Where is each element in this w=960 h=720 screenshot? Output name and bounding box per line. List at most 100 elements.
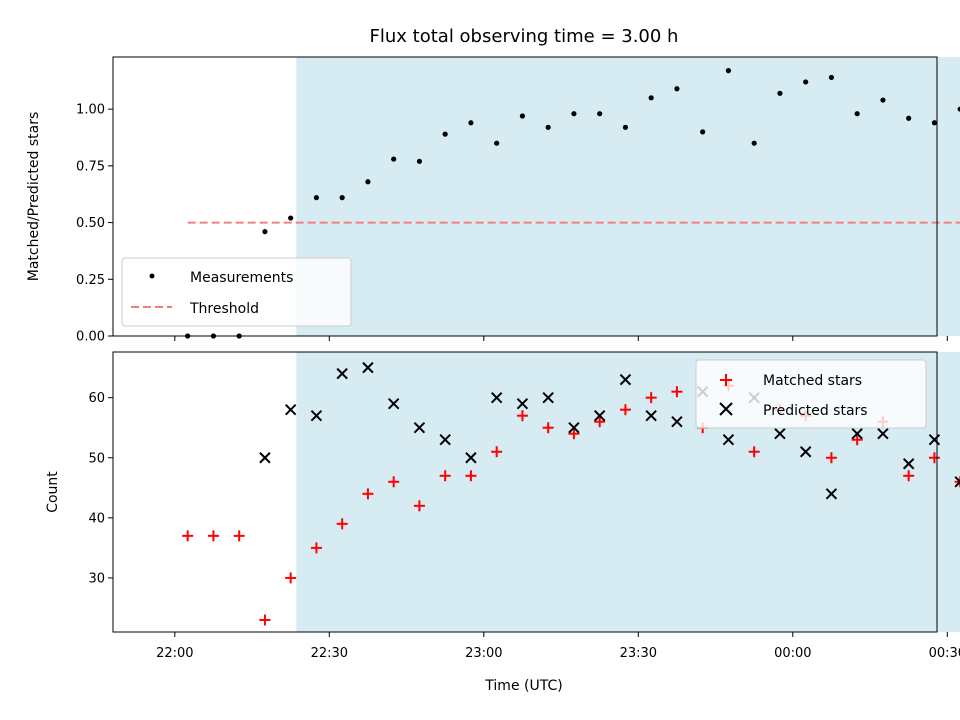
measurement-point [494,140,500,146]
measurement-point [777,90,783,96]
y-tick-label: 50 [88,451,105,466]
predicted-star-point [516,397,529,410]
y-tick-label: 0.50 [76,216,105,231]
measurement-point [803,79,809,85]
predicted-star-point [465,452,477,464]
ratio-legend: Measurements Threshold [121,257,352,327]
measurement-point [339,195,345,201]
predicted-star-point [877,428,889,440]
matched-star-point [516,410,528,422]
legend-threshold-label: Threshold [189,301,259,317]
legend-predicted-marker [719,402,733,416]
measurement-point [571,111,577,117]
matched-star-point [954,476,960,488]
count-panel-ylabel: Count [45,471,61,513]
matched-star-point [594,416,606,428]
predicted-star-point [774,428,786,440]
predicted-star-point [542,391,554,404]
predicted-star-point [928,434,941,446]
measurement-point [468,120,474,126]
matched-star-point [619,404,631,416]
predicted-star-point [568,422,580,434]
predicted-star-point [439,434,451,446]
legend-matched-label: Matched stars [763,373,862,389]
measurement-point [391,156,397,162]
measurement-point [751,140,757,146]
predicted-star-point [310,409,323,422]
predicted-star-point [284,403,297,416]
matched-star-point [413,500,425,512]
ratio-panel-ylabel: Matched/Predicted stars [26,112,42,282]
matched-star-point [182,530,194,542]
legend-predicted-label: Predicted stars [763,403,868,419]
predicted-star-point [490,391,503,404]
y-tick-label: 1.00 [76,103,105,118]
predicted-star-point [259,452,271,464]
matched-star-point [259,614,271,626]
predicted-star-point [851,428,863,440]
measurement-point [313,195,320,201]
measurement-point [545,124,551,130]
y-tick-label: 0.75 [76,159,105,174]
measurement-point [700,129,706,135]
matched-star-point [491,446,503,458]
matched-star-point [285,572,297,584]
measurement-point [416,158,423,164]
measurement-point [442,131,448,137]
predicted-star-point [902,458,915,470]
x-axis-label: Time (UTC) [484,678,562,694]
matched-star-point [851,434,863,446]
predicted-star-point [362,361,374,374]
matched-star-point [568,428,580,440]
matched-star-point [542,422,554,434]
matched-star-point [207,530,219,542]
measurement-point [854,111,860,117]
y-tick-label: 40 [88,511,105,526]
measurement-point [622,124,629,130]
predicted-star-point [722,434,735,446]
predicted-star-point [336,367,348,380]
measurement-point [288,215,294,221]
observing-window-band [296,57,960,336]
y-tick-label: 30 [88,571,105,586]
matched-star-point [439,470,451,482]
legend-measurements-label: Measurements [190,270,293,286]
predicted-star-point [619,373,632,386]
measurement-point [262,229,268,235]
count-legend: Matched stars Predicted stars [695,359,927,429]
matched-star-point [748,446,760,458]
matched-star-point [362,488,374,500]
ratio-panel-frame [112,56,938,337]
measurement-point [957,106,960,112]
x-tick-label: 22:00 [156,646,193,661]
measurement-point [519,113,526,119]
y-tick-label: 60 [88,391,105,406]
measurement-point [906,115,912,121]
predicted-star-point [671,415,683,428]
matched-star-point [645,392,657,404]
legend-matched-marker [720,374,732,386]
predicted-star-point [593,409,606,422]
x-tick-label: 00:00 [774,646,811,661]
y-tick-label: 0.00 [76,330,105,345]
ratio-panel: 0.00 0.25 0.50 0.75 1.00 Matched/Predicted s… [26,56,960,345]
matched-star-point [825,452,837,464]
x-tick-label: 23:00 [465,646,502,661]
x-tick-label: 23:30 [620,646,657,661]
matched-star-point [903,470,915,482]
chart-title: Flux total observing time = 3.00 h [370,26,679,47]
predicted-star-point [413,422,426,434]
x-tick-label: 22:30 [311,646,348,661]
measurement-point [597,111,603,117]
matched-star-point [388,476,400,488]
matched-star-point [233,530,245,542]
count-legend-box [695,359,927,429]
legend-measurements-marker [149,273,155,279]
predicted-star-point [825,488,838,500]
measurement-point [828,74,835,81]
y-tick-label: 0.25 [76,273,105,288]
measurement-point [725,68,732,74]
matched-star-point [336,518,348,530]
predicted-star-point [645,409,657,422]
